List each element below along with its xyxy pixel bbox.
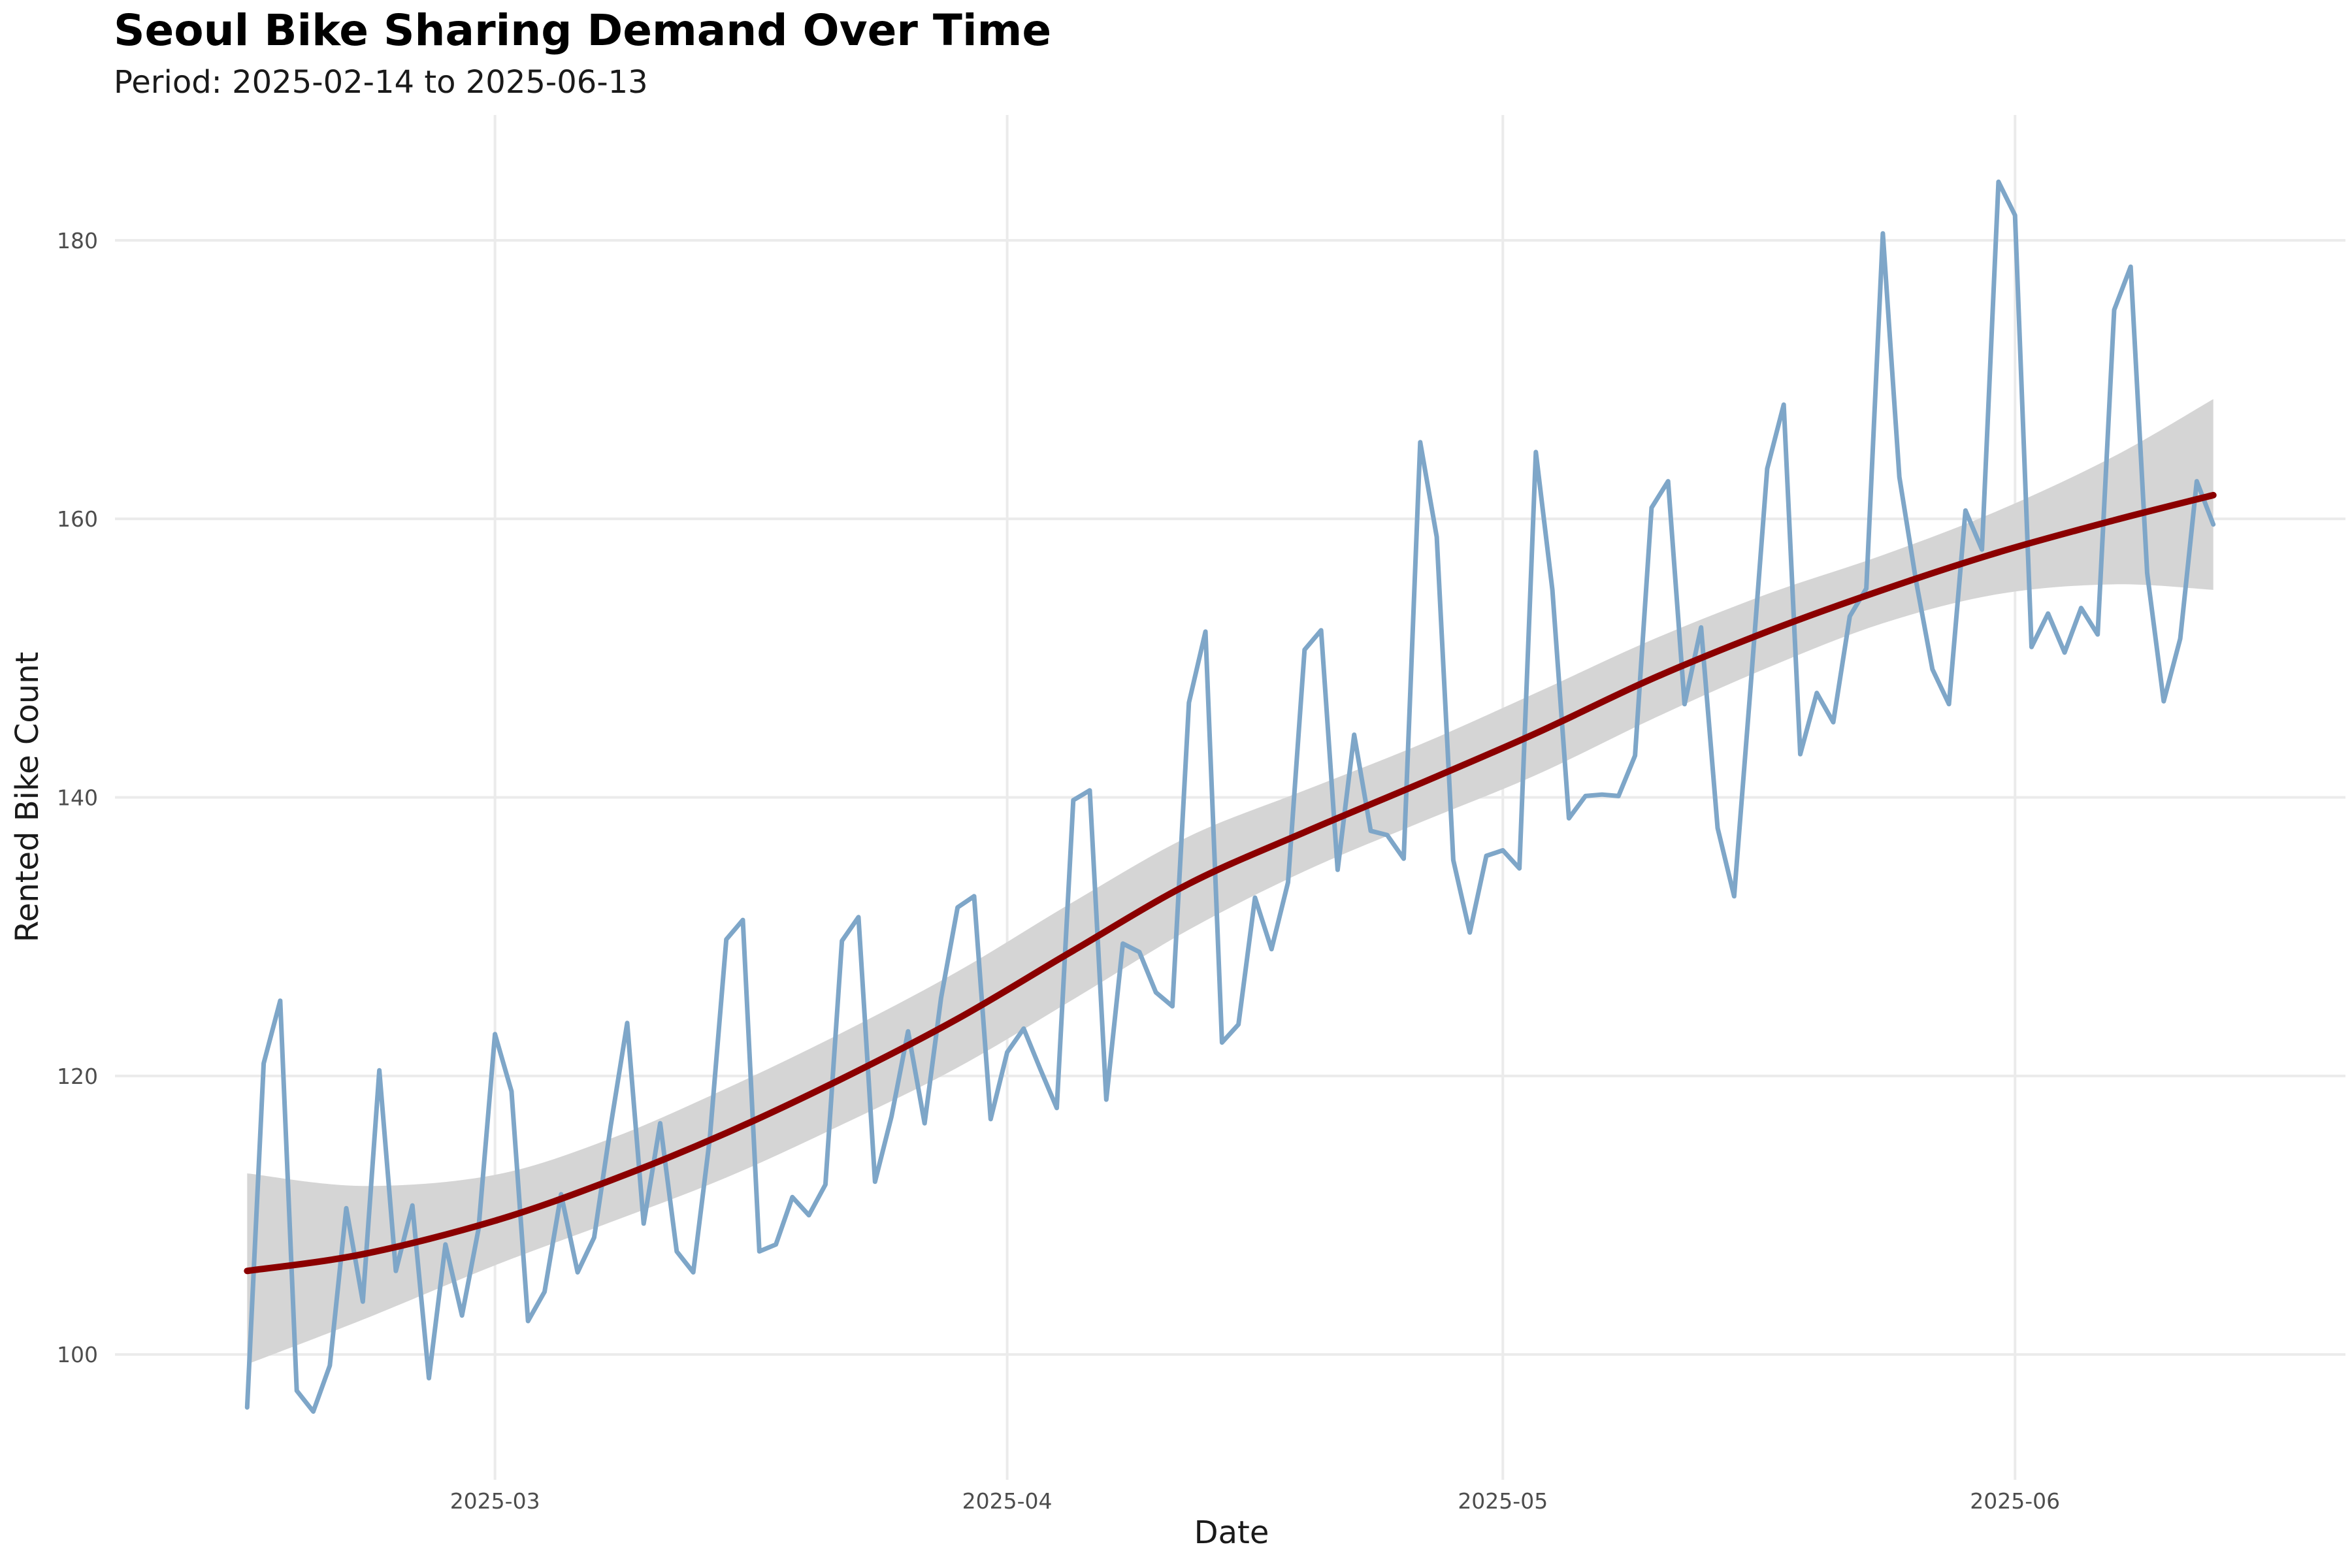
smooth-trend-line bbox=[244, 491, 2217, 1275]
confidence-band bbox=[247, 399, 2213, 1365]
rented-bike-count-line bbox=[244, 179, 2216, 1414]
y-tick-label: 180 bbox=[57, 228, 98, 253]
x-tick-label: 2025-05 bbox=[1458, 1488, 1548, 1514]
y-axis-title: Rented Bike Count bbox=[9, 652, 46, 943]
grid-lines bbox=[115, 115, 2345, 1480]
y-tick-label: 160 bbox=[57, 506, 98, 532]
chart-title: Seoul Bike Sharing Demand Over Time bbox=[114, 5, 1052, 56]
y-axis-ticks: 100 120 140 160 180 bbox=[57, 228, 98, 1367]
x-tick-label: 2025-06 bbox=[1970, 1488, 2060, 1514]
x-tick-label: 2025-04 bbox=[962, 1488, 1053, 1514]
y-tick-label: 140 bbox=[57, 785, 98, 811]
chart-subtitle: Period: 2025-02-14 to 2025-06-13 bbox=[114, 64, 648, 101]
y-tick-label: 120 bbox=[57, 1064, 98, 1089]
x-axis-title: Date bbox=[1194, 1514, 1269, 1551]
x-tick-label: 2025-03 bbox=[450, 1488, 540, 1514]
y-tick-label: 100 bbox=[57, 1342, 98, 1367]
x-axis-ticks: 2025-03 2025-04 2025-05 2025-06 bbox=[450, 1488, 2060, 1514]
